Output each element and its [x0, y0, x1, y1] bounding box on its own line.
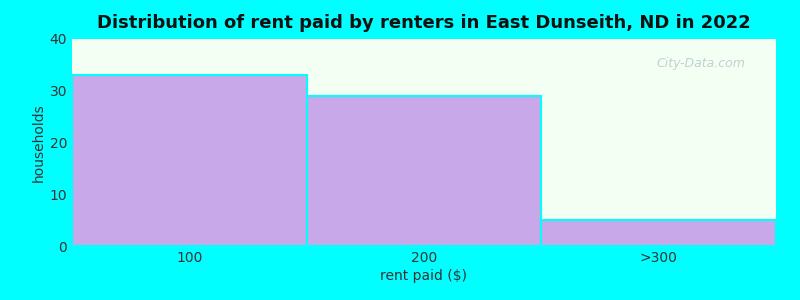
Bar [542, 220, 776, 246]
Y-axis label: households: households [31, 103, 46, 182]
Bar [306, 96, 542, 246]
X-axis label: rent paid ($): rent paid ($) [381, 269, 467, 283]
Text: City-Data.com: City-Data.com [656, 57, 745, 70]
Title: Distribution of rent paid by renters in East Dunseith, ND in 2022: Distribution of rent paid by renters in … [97, 14, 751, 32]
Bar [72, 75, 306, 246]
